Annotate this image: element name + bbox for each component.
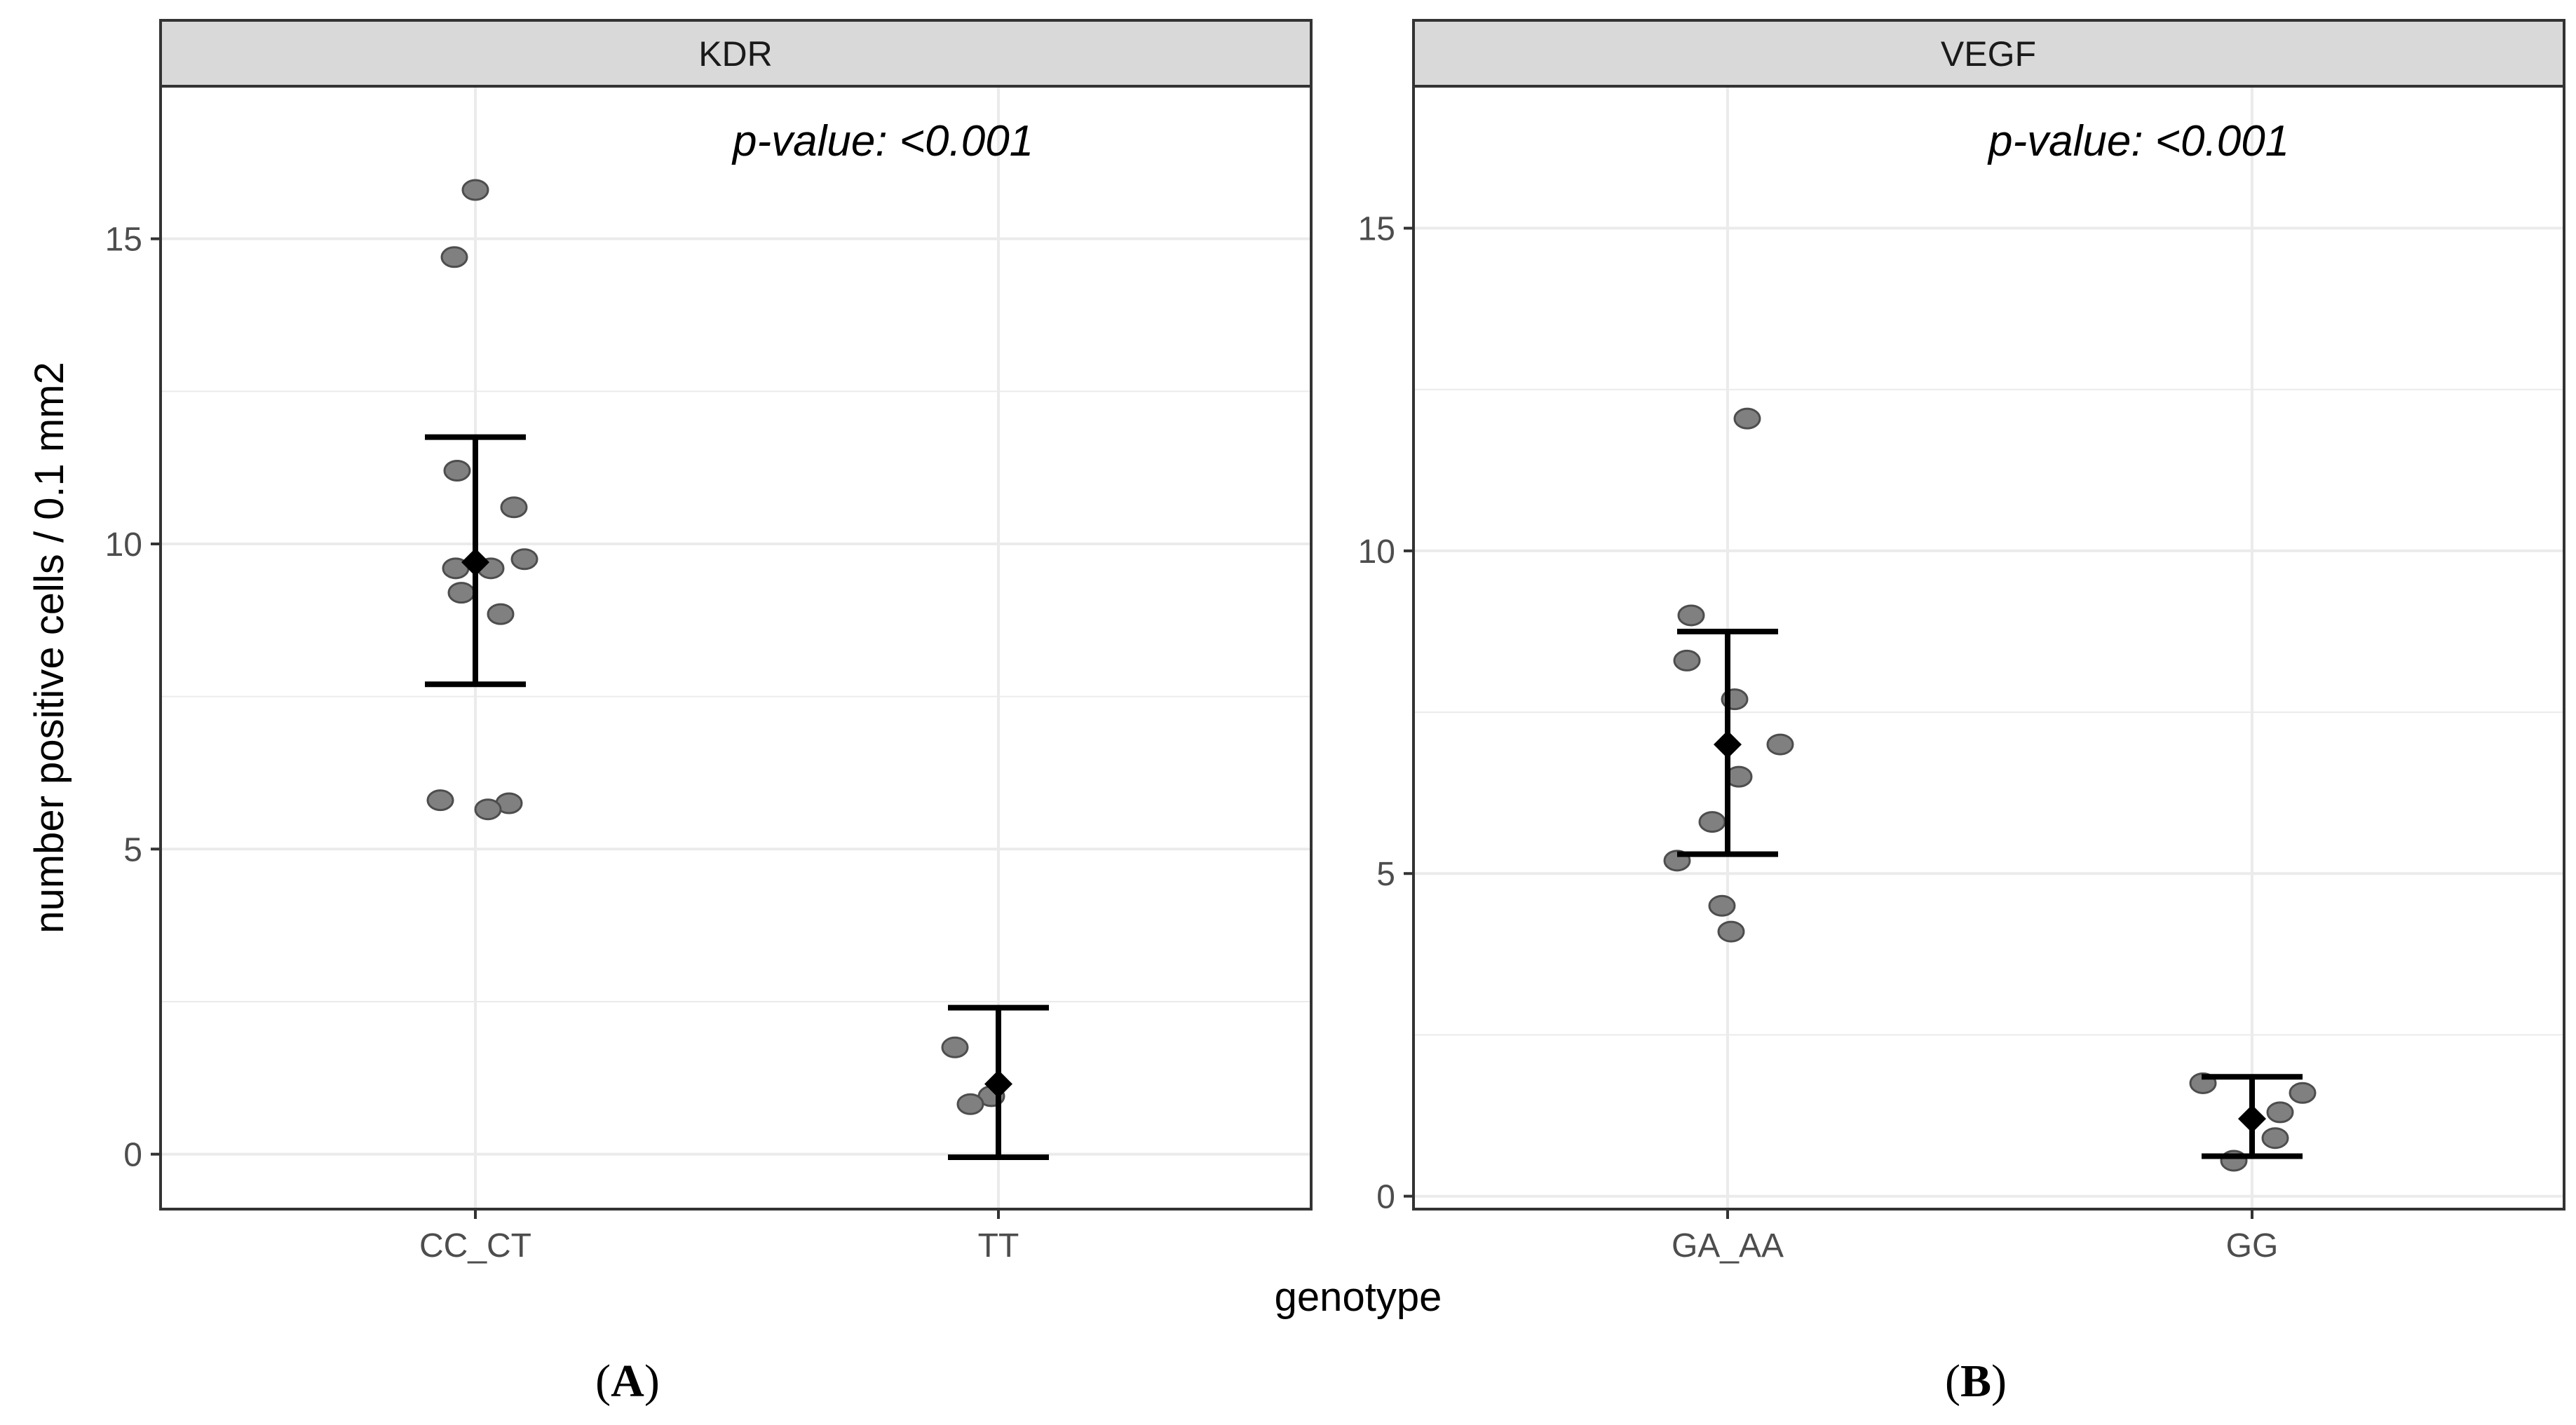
- mean-marker: [1714, 730, 1742, 759]
- data-point: [1698, 811, 1726, 833]
- panel-letter-b: B: [1960, 1356, 1991, 1407]
- data-layer: [425, 179, 1049, 1160]
- data-point: [2266, 1101, 2294, 1124]
- y-axis-ticks: 0 5 10 15: [105, 221, 161, 1174]
- x-tick-label: GG: [2226, 1227, 2279, 1264]
- strip-label: VEGF: [1941, 34, 2036, 74]
- x-axis-ticks: GA_AA GG: [1672, 1209, 2278, 1264]
- data-point: [474, 798, 502, 821]
- data-point: [1717, 920, 1745, 943]
- y-tick-label: 15: [1358, 211, 1395, 248]
- data-point: [1708, 894, 1736, 917]
- x-tick-label: TT: [978, 1227, 1019, 1264]
- data-layer: [1663, 407, 2317, 1172]
- y-tick-label: 15: [105, 221, 142, 259]
- panel-background: [161, 86, 1311, 1209]
- y-tick-label: 5: [123, 831, 142, 868]
- panel-label-a: (A): [595, 1356, 660, 1407]
- strip-label: KDR: [698, 34, 773, 74]
- panel-vegf: VEGF p-value: <0.001 0 5 10 15 GA_AA GG: [1358, 19, 2565, 1264]
- mean-marker: [2238, 1105, 2266, 1133]
- panel-letter-a: A: [611, 1356, 644, 1407]
- panel-background: [1414, 86, 2564, 1209]
- data-point: [443, 460, 471, 482]
- panel-kdr: KDR p-value: <0.001 0 5 10 15 CC_CT TT: [105, 19, 1313, 1264]
- y-axis-title: number positive cells / 0.1 mm2: [27, 362, 72, 934]
- p-value-annotation: p-value: <0.001: [1987, 117, 2289, 165]
- data-point: [440, 246, 468, 268]
- strip-background: [159, 19, 1313, 88]
- panel-label-b: (B): [1945, 1356, 2007, 1407]
- data-point: [447, 582, 475, 604]
- x-axis-title: genotype: [1275, 1274, 1442, 1320]
- y-tick-label: 10: [105, 526, 142, 564]
- data-point: [510, 548, 538, 571]
- mean-marker: [461, 548, 489, 577]
- data-point: [2289, 1082, 2317, 1104]
- x-tick-label: CC_CT: [419, 1227, 531, 1264]
- data-point: [461, 179, 489, 201]
- data-point: [1677, 604, 1705, 627]
- y-tick-label: 10: [1358, 533, 1395, 571]
- data-point: [956, 1093, 984, 1115]
- y-tick-label: 5: [1376, 856, 1395, 893]
- data-point: [2261, 1127, 2289, 1150]
- data-point: [487, 603, 515, 625]
- data-point: [1733, 407, 1761, 430]
- x-axis-ticks: CC_CT TT: [419, 1209, 1019, 1264]
- x-tick-label: GA_AA: [1672, 1227, 1784, 1264]
- data-point: [426, 789, 454, 812]
- data-point: [941, 1036, 969, 1058]
- y-tick-label: 0: [1376, 1179, 1395, 1216]
- strip-background: [1412, 19, 2565, 88]
- data-point: [500, 496, 528, 519]
- data-point: [1766, 733, 1794, 756]
- data-point: [1673, 649, 1701, 671]
- y-tick-label: 0: [123, 1137, 142, 1174]
- p-value-annotation: p-value: <0.001: [731, 117, 1033, 165]
- y-axis-ticks: 0 5 10 15: [1358, 211, 1414, 1216]
- mean-marker: [984, 1070, 1012, 1098]
